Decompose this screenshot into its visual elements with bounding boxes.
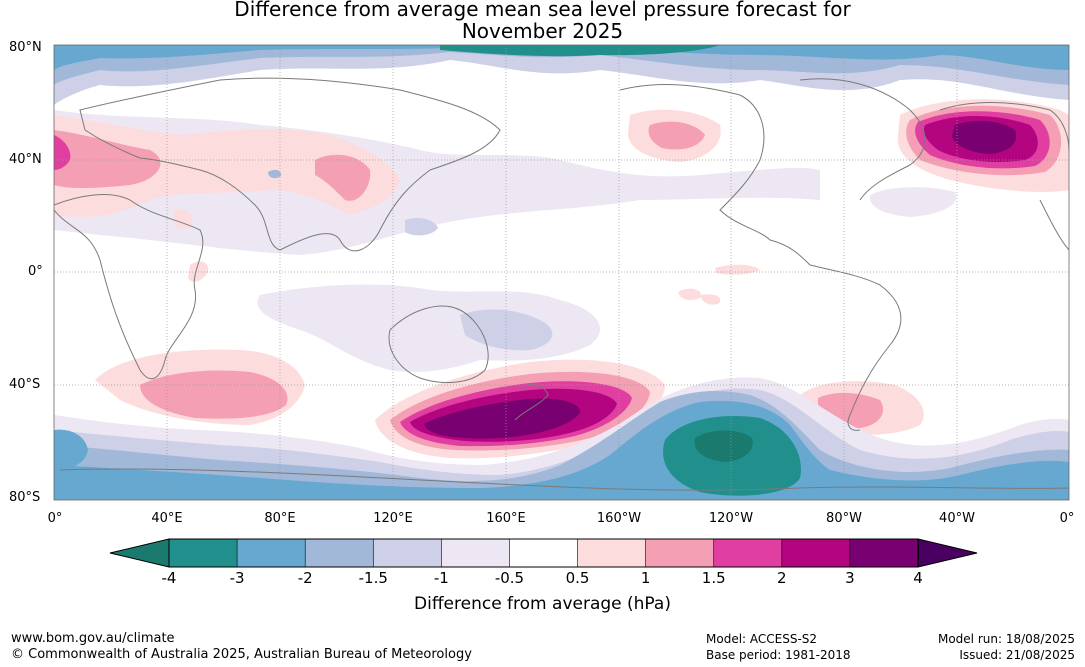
footer-issued: Issued: 21/08/2025 bbox=[959, 648, 1075, 662]
colorbar-tick-label: -0.5 bbox=[494, 569, 525, 587]
map-title-line1: Difference from average mean sea level p… bbox=[234, 0, 851, 21]
footer-url: www.bom.gov.au/climate bbox=[11, 631, 175, 646]
colorbar-tick-label: 4 bbox=[913, 569, 923, 587]
colorbar-tick-label: 2 bbox=[777, 569, 787, 587]
lat-label-80s: 80°S bbox=[9, 490, 41, 505]
coastlines bbox=[54, 77, 1069, 491]
map-frame bbox=[53, 44, 1070, 501]
lon-label-80e: 80°E bbox=[264, 511, 296, 526]
colorbar-title: Difference from average (hPa) bbox=[414, 594, 671, 614]
lon-label-80w: 80°W bbox=[826, 511, 862, 526]
colorbar-tick-label: 0.5 bbox=[565, 569, 590, 587]
colorbar-segment bbox=[509, 538, 579, 568]
lat-label-40s: 40°S bbox=[9, 377, 41, 392]
colorbar-tick-label: 1 bbox=[640, 569, 651, 587]
lon-label-120w: 120°W bbox=[708, 511, 754, 526]
colorbar-segment bbox=[168, 538, 238, 568]
colorbar-tick-label: -1.5 bbox=[358, 569, 388, 587]
colorbar-min-extend bbox=[109, 538, 170, 568]
lon-label-0-left: 0° bbox=[47, 511, 63, 526]
footer-base-period: Base period: 1981-2018 bbox=[706, 648, 851, 662]
colorbar-segment bbox=[236, 538, 306, 568]
lon-label-40w: 40°W bbox=[939, 511, 975, 526]
colorbar-tick-label: 3 bbox=[845, 569, 855, 587]
colorbar-tick-label: 1.5 bbox=[701, 569, 726, 587]
colorbar-tick-label: -4 bbox=[161, 569, 177, 587]
lon-label-0-right: 0° bbox=[1059, 511, 1075, 526]
lat-label-equator: 0° bbox=[28, 264, 43, 279]
colorbar-segment bbox=[849, 538, 919, 568]
colorbar bbox=[109, 538, 978, 568]
colorbar-segment bbox=[645, 538, 715, 568]
colorbar-segment bbox=[577, 538, 647, 568]
anomaly-fields bbox=[54, 45, 1069, 500]
map-title-line2: November 2025 bbox=[461, 19, 624, 43]
lon-label-160e: 160°E bbox=[486, 511, 526, 526]
lat-label-40n: 40°N bbox=[9, 152, 42, 167]
colorbar-segment bbox=[372, 538, 443, 568]
lon-label-160w: 160°W bbox=[596, 511, 642, 526]
colorbar-segment bbox=[441, 538, 511, 568]
graticule bbox=[54, 45, 1069, 500]
colorbar-max-extend bbox=[917, 538, 978, 568]
colorbar-tick-label: -3 bbox=[229, 569, 245, 587]
lon-label-120e: 120°E bbox=[373, 511, 413, 526]
colorbar-segment bbox=[781, 538, 851, 568]
lat-label-80n: 80°N bbox=[9, 40, 42, 55]
footer-copyright: © Commonwealth of Australia 2025, Austra… bbox=[11, 647, 472, 662]
footer-model: Model: ACCESS-S2 bbox=[706, 632, 818, 646]
colorbar-tick-label: -2 bbox=[297, 569, 313, 587]
lon-label-40e: 40°E bbox=[151, 511, 183, 526]
colorbar-segment bbox=[304, 538, 375, 568]
colorbar-tick-label: -1 bbox=[433, 569, 449, 587]
footer-model-run: Model run: 18/08/2025 bbox=[937, 632, 1075, 646]
colorbar-segment bbox=[713, 538, 783, 568]
